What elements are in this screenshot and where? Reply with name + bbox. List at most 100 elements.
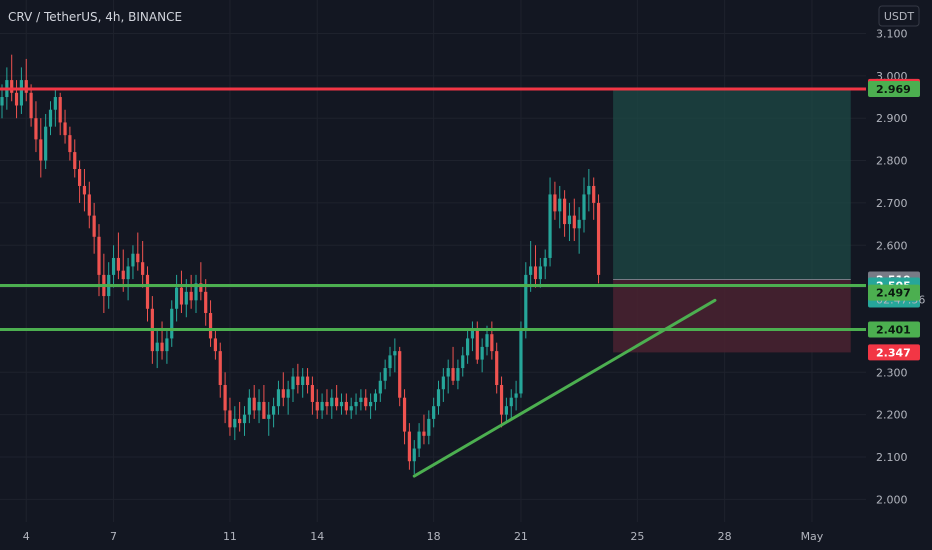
candle-body [184, 291, 188, 305]
candle [417, 423, 421, 457]
candle-body [116, 257, 120, 271]
candle [461, 346, 465, 377]
candle-body [344, 401, 348, 411]
candle-body [291, 376, 295, 390]
candle-body [543, 257, 547, 267]
candle [233, 406, 237, 441]
candle [116, 232, 120, 280]
candle-body [504, 406, 508, 415]
candle-body [432, 406, 436, 419]
candle-body [204, 291, 208, 314]
price-tag-background [868, 344, 920, 361]
price-tick-label: 3.100 [876, 28, 908, 41]
price-tag-label: 2.347 [876, 346, 911, 359]
candle [252, 385, 256, 419]
candle [466, 329, 470, 364]
candle [388, 346, 392, 377]
candle-body [587, 185, 591, 195]
candle [349, 397, 353, 419]
target-zone[interactable] [613, 88, 851, 280]
candle [592, 177, 596, 220]
candle-body [577, 219, 581, 229]
candle [548, 177, 552, 267]
time-tick-label: 21 [514, 530, 528, 543]
candle [364, 389, 368, 411]
candle [339, 393, 344, 415]
candle-body [233, 418, 237, 428]
candle-body [34, 118, 38, 140]
candle [208, 300, 213, 347]
candle [165, 329, 169, 364]
candle [39, 118, 43, 178]
candle [572, 198, 576, 242]
stop-zone[interactable] [613, 279, 851, 353]
candle-body [44, 126, 48, 161]
candle [276, 380, 281, 415]
candle-body [398, 351, 402, 398]
candle-body [466, 338, 470, 356]
price-tick-label: 2.000 [876, 493, 908, 506]
candle-body [553, 194, 557, 212]
candle-body [252, 397, 256, 411]
candle-body [257, 401, 261, 411]
price-tags: 2.9742.9692.5192.50502:47:562.4972.4012.… [868, 78, 925, 361]
candle [238, 401, 242, 432]
candle-body [121, 270, 125, 280]
candle-body [208, 313, 213, 339]
candle [223, 372, 227, 424]
candle-body [572, 215, 576, 229]
candle [480, 338, 484, 373]
candle [10, 54, 14, 102]
ascending-trendline[interactable] [412, 298, 717, 478]
candle-body [335, 397, 339, 407]
position-zones[interactable] [613, 88, 851, 353]
candle-body [325, 401, 329, 407]
candle [441, 368, 445, 402]
candle [29, 84, 33, 127]
candle-body [136, 253, 140, 263]
price-tag-background [868, 284, 920, 301]
horizontal-levels[interactable] [0, 87, 866, 332]
candle [296, 363, 300, 394]
candle [596, 194, 601, 284]
price-axis[interactable]: 2.0002.1002.2002.3002.4002.5002.6002.700… [866, 0, 932, 522]
candle [87, 181, 91, 229]
candle [194, 274, 198, 314]
currency-button-frame[interactable] [878, 5, 920, 27]
candle [73, 139, 77, 178]
price-tag-label: 2.497 [876, 287, 911, 300]
candle [213, 329, 217, 360]
candle [427, 410, 431, 445]
candle-body [97, 236, 101, 275]
candle-body [194, 283, 198, 301]
candle-body [529, 266, 533, 275]
candle-body [175, 287, 179, 309]
candle [267, 401, 271, 436]
candle-body [48, 109, 53, 127]
time-axis[interactable]: 4 7 11 14 18 21 25 28 May [0, 522, 932, 550]
candle [558, 185, 562, 229]
candle [131, 245, 135, 280]
candle-body [276, 389, 281, 407]
candle-body [451, 368, 455, 381]
candle-body [155, 342, 159, 352]
candle [141, 241, 145, 288]
candle-body [373, 393, 378, 402]
candle [422, 414, 426, 445]
candle-body [369, 401, 373, 407]
trendlines[interactable] [412, 298, 717, 478]
candle-body [170, 308, 174, 339]
candle [14, 80, 19, 119]
candle-body [485, 334, 489, 347]
candle-body [247, 397, 251, 415]
candle-body [29, 92, 33, 119]
candle-body [179, 287, 184, 305]
candle-body [567, 215, 572, 225]
candle [291, 368, 295, 402]
candle-body [272, 406, 276, 415]
candle-body [223, 385, 227, 411]
candle [228, 397, 232, 436]
currency-button[interactable]: USDT [878, 5, 920, 27]
